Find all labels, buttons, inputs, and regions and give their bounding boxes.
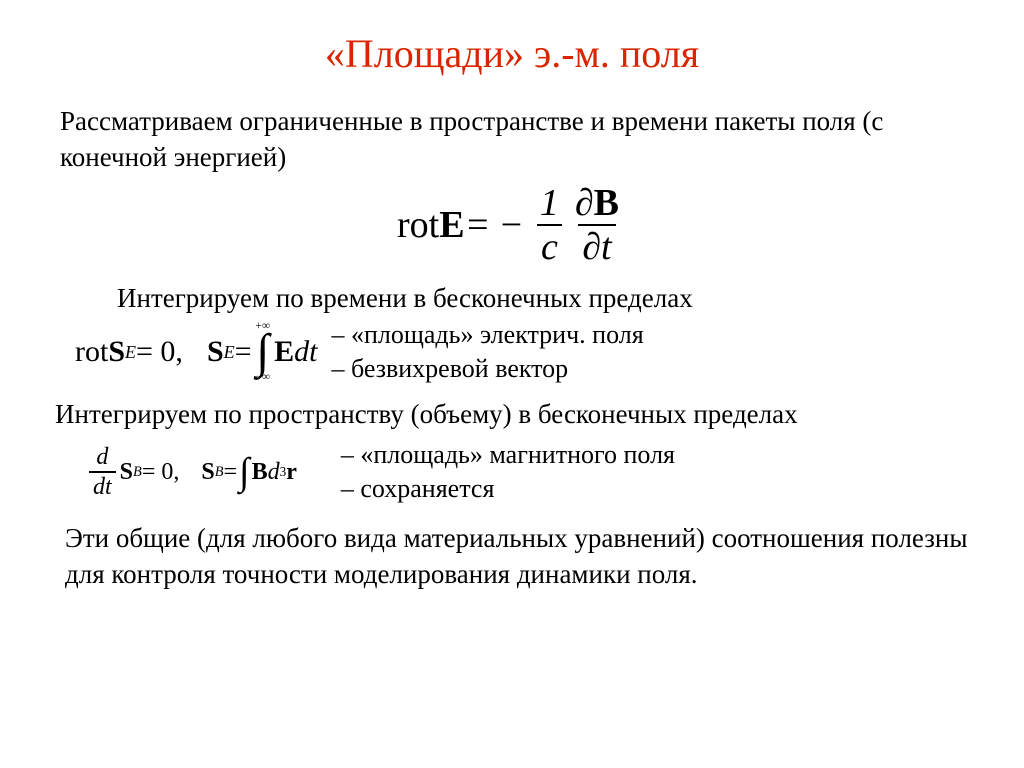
frac-den: c — [537, 224, 562, 266]
se-desc-line1: – «площадь» электрич. поля — [331, 318, 643, 352]
integral-symbol: ∫ — [239, 450, 250, 494]
sb-desc-line1: – «площадь» магнитного поля — [341, 438, 675, 472]
equation-se: rot SE = 0, SE = +∞ ∫ −∞ E dt — [75, 322, 317, 382]
equation-sb-row: d dt SB = 0, SB = ∫ B d3r – «площадь» ма… — [85, 438, 969, 506]
time-integration-text: Интегрируем по времени в бесконечных пре… — [117, 280, 969, 316]
equation-maxwell: rot E = − 1 c ∂B ∂t — [55, 184, 969, 266]
equation-sb: d dt SB = 0, SB = ∫ B d3r — [85, 445, 297, 499]
intro-paragraph: Рассматриваем ограниченные в пространств… — [60, 103, 969, 176]
se-desc-line2: – безвихревой вектор — [331, 352, 643, 386]
conclusion-paragraph: Эти общие (для любого вида материальных … — [65, 520, 969, 593]
sb-desc-line2: – сохраняется — [341, 472, 675, 506]
space-integration-text: Интегрируем по пространству (объему) в б… — [55, 396, 969, 432]
slide: «Площади» э.-м. поля Рассматриваем огран… — [0, 0, 1024, 768]
rot-operator: rot — [397, 203, 439, 247]
frac-num: 1 — [536, 184, 563, 224]
frac-den: ∂t — [578, 224, 615, 266]
minus-sign: − — [498, 203, 524, 247]
integral-symbol: +∞ ∫ −∞ — [256, 322, 271, 382]
sb-description: – «площадь» магнитного поля – сохраняетс… — [341, 438, 675, 506]
e-field-symbol: E — [439, 203, 464, 247]
equals-sign: = — [465, 203, 491, 247]
equation-se-row: rot SE = 0, SE = +∞ ∫ −∞ E dt – «площадь… — [75, 318, 969, 386]
slide-title: «Площади» э.-м. поля — [55, 30, 969, 77]
d-dt: d dt — [89, 445, 116, 499]
one-over-c: 1 c — [536, 184, 563, 266]
frac-num: ∂B — [571, 184, 623, 224]
db-dt: ∂B ∂t — [571, 184, 623, 266]
se-description: – «площадь» электрич. поля – безвихревой… — [331, 318, 643, 386]
